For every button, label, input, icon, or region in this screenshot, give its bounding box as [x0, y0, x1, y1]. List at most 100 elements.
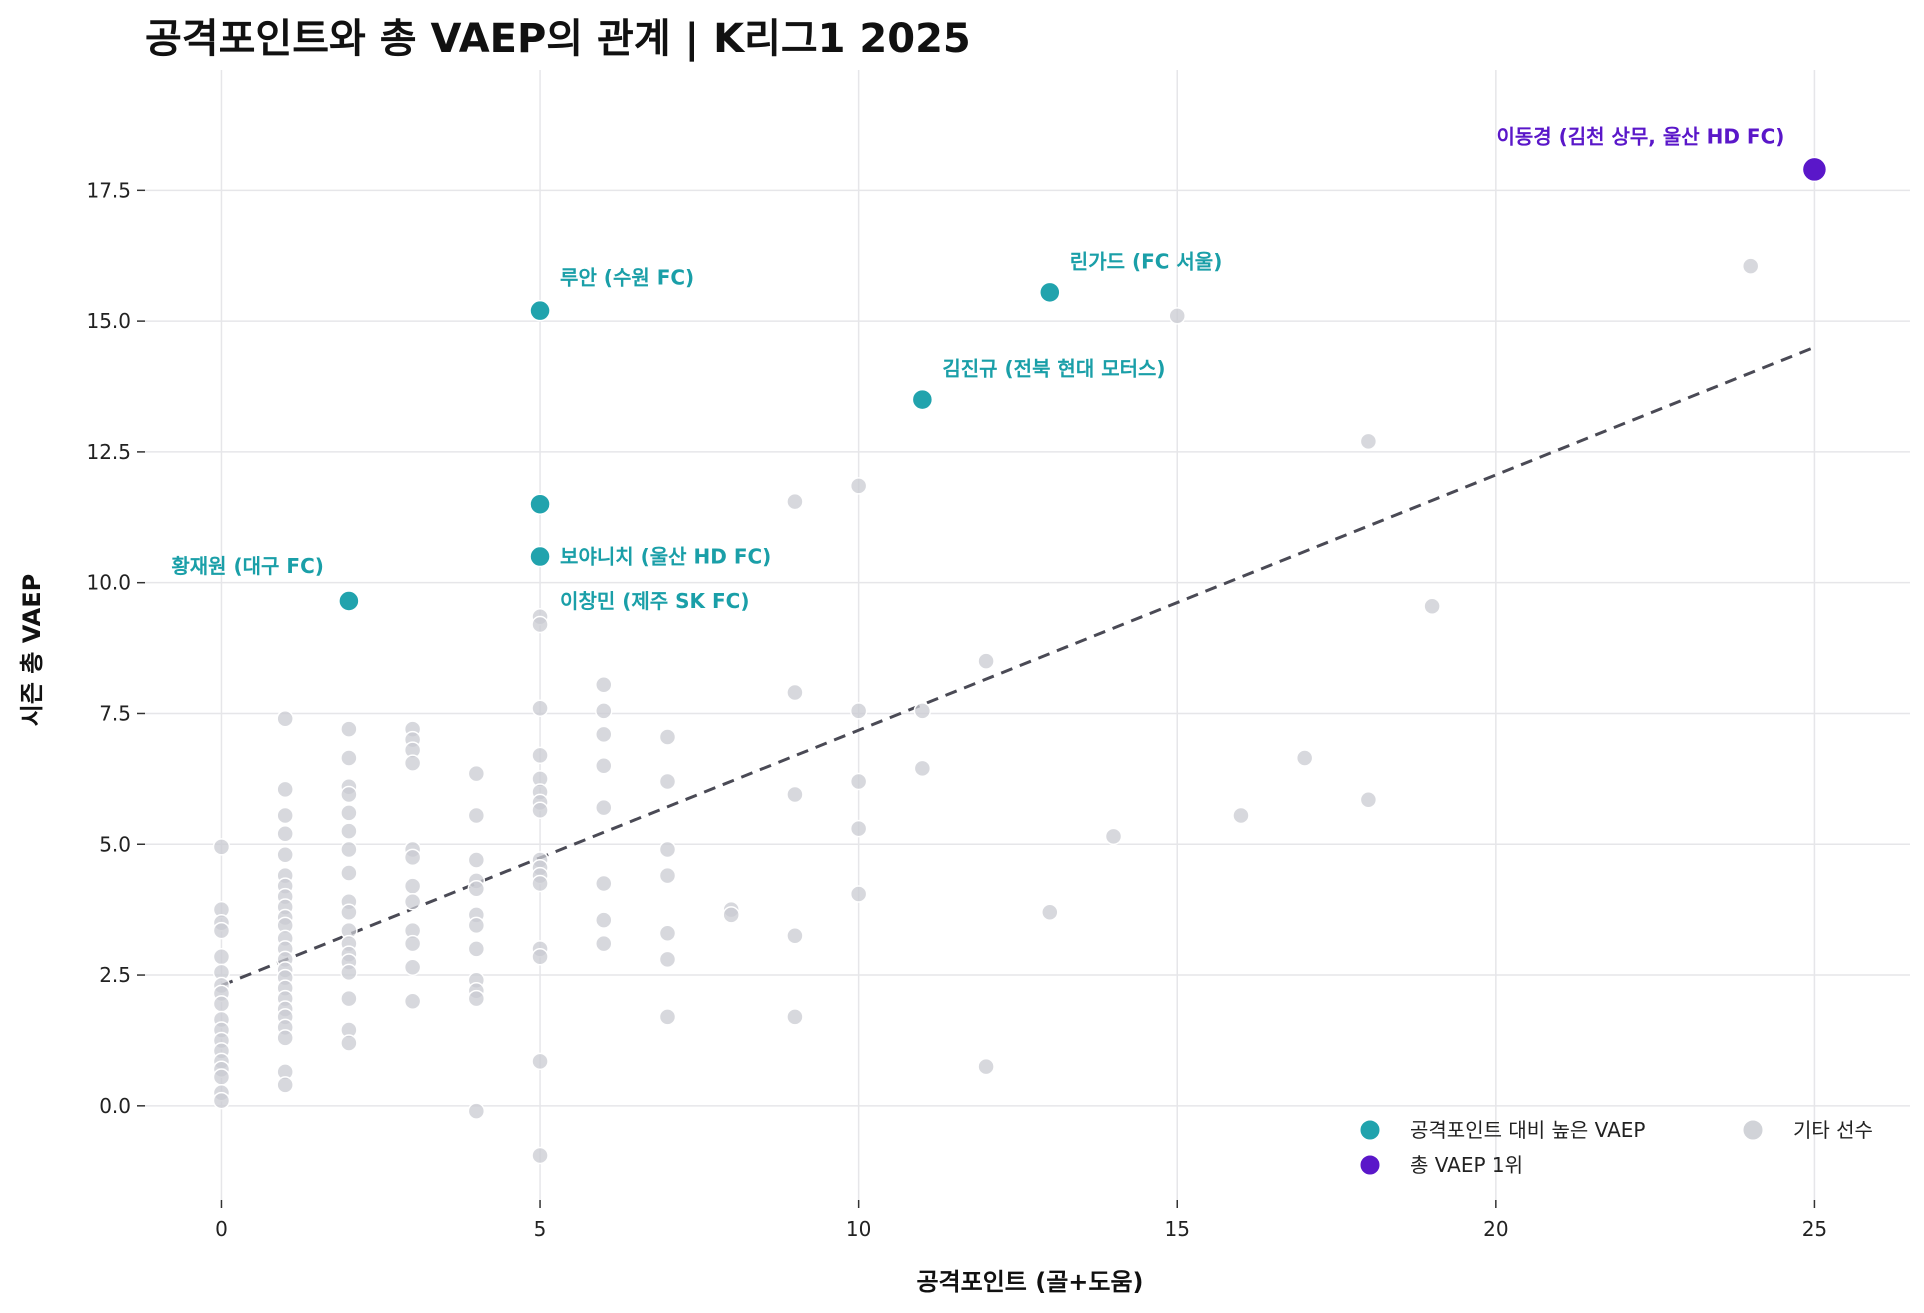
- other-player-point: [595, 725, 613, 744]
- other-player-point: [1104, 827, 1123, 846]
- other-player-point: [467, 916, 486, 935]
- x-tick-label: 5: [534, 1217, 547, 1241]
- grid-lines: [145, 70, 1910, 1200]
- other-player-point: [786, 785, 804, 804]
- other-player-point: [849, 477, 868, 495]
- other-player-point: [276, 825, 294, 843]
- x-axis-label: 공격포인트 (골+도움): [916, 1268, 1143, 1296]
- other-player-point: [595, 934, 613, 953]
- other-player-point: [1359, 791, 1378, 809]
- x-tick-label: 25: [1802, 1217, 1827, 1241]
- other-player-point: [212, 995, 231, 1013]
- other-player-point: [658, 728, 677, 746]
- other-player-point: [340, 785, 358, 804]
- other-player-point: [595, 798, 613, 817]
- other-player-point: [1041, 903, 1059, 922]
- other-player-point: [467, 879, 486, 898]
- other-player-point: [340, 1034, 358, 1052]
- y-tick-label: 15.0: [86, 309, 131, 333]
- y-axis-ticks: 0.0 2.5 5.0 7.5 10.0 12.5 15.0 17.5: [86, 178, 145, 1118]
- other-player-point: [1741, 257, 1760, 275]
- top-vaep-point-label: 이동경 (김천 상무, 울산 HD FC): [1496, 124, 1784, 148]
- other-player-point: [658, 840, 677, 859]
- other-player-point: [786, 1008, 804, 1026]
- point-annotations: 루안 (수원 FC) 린가드 (FC 서울) 김진규 (전북 현대 모터스) 이창민 …: [171, 124, 1784, 613]
- other-player-point: [403, 848, 422, 867]
- other-player-point: [340, 903, 358, 922]
- legend-label: 총 VAEP 1위: [1410, 1153, 1523, 1177]
- y-tick-label: 17.5: [86, 178, 131, 202]
- trend-line: [220, 345, 1815, 987]
- other-player-point: [467, 851, 486, 869]
- other-player-point: [531, 874, 549, 893]
- top-vaep-point: [1801, 156, 1828, 183]
- high-vaep-points: [338, 156, 1828, 612]
- other-player-point: [340, 989, 358, 1008]
- high-vaep-point: [911, 388, 934, 411]
- other-player-point: [531, 615, 549, 634]
- other-player-point: [849, 885, 868, 903]
- other-player-point: [276, 806, 294, 825]
- other-player-point: [340, 822, 358, 840]
- other-player-point: [212, 947, 231, 966]
- high-vaep-point: [1039, 281, 1061, 304]
- legend-marker: [1359, 1119, 1381, 1141]
- legend-label: 공격포인트 대비 높은 VAEP: [1410, 1118, 1645, 1142]
- other-player-point: [531, 947, 549, 966]
- other-player-point: [849, 772, 868, 791]
- y-axis-label: 시즌 총 VAEP: [18, 574, 46, 726]
- other-player-point: [531, 1052, 549, 1071]
- x-tick-label: 20: [1483, 1217, 1508, 1241]
- high-vaep-point: [529, 299, 551, 322]
- y-tick-label: 10.0: [86, 571, 131, 595]
- x-axis-ticks: 0 5 10 15 20 25: [215, 1200, 1827, 1241]
- other-player-point: [276, 845, 294, 864]
- other-player-point: [658, 950, 677, 969]
- chart-title: 공격포인트와 총 VAEP의 관계 | K리그1 2025: [145, 16, 971, 63]
- high-vaep-point-label: 보야니치 (울산 HD FC): [560, 545, 771, 569]
- other-player-point: [786, 927, 804, 945]
- other-player-point: [913, 702, 932, 720]
- other-player-point: [595, 874, 613, 893]
- other-player-point: [531, 699, 549, 717]
- high-vaep-point: [338, 590, 360, 612]
- legend-marker: [1742, 1119, 1764, 1141]
- high-vaep-point-label: 이창민 (제주 SK FC): [560, 589, 749, 613]
- legend: 공격포인트 대비 높은 VAEP 총 VAEP 1위 기타 선수: [1359, 1118, 1873, 1177]
- other-player-point: [658, 866, 677, 885]
- other-player-point: [403, 958, 422, 976]
- y-tick-label: 7.5: [99, 701, 131, 725]
- other-player-point: [849, 819, 868, 838]
- other-player-point: [403, 992, 422, 1010]
- x-tick-label: 0: [215, 1217, 228, 1241]
- other-player-point: [531, 1146, 549, 1165]
- x-tick-label: 15: [1165, 1217, 1190, 1241]
- other-player-point: [403, 893, 422, 911]
- other-player-point: [340, 749, 358, 767]
- other-player-point: [276, 709, 294, 728]
- other-player-point: [276, 1076, 294, 1094]
- other-player-point: [595, 675, 613, 694]
- legend-marker: [1359, 1154, 1381, 1176]
- other-player-point: [1423, 597, 1441, 615]
- high-vaep-point: [529, 545, 551, 568]
- other-player-point: [212, 1091, 231, 1110]
- high-vaep-point-label: 황재원 (대구 FC): [171, 554, 324, 578]
- other-player-point: [340, 840, 358, 859]
- other-player-point: [595, 911, 613, 929]
- other-player-point: [595, 757, 613, 775]
- other-player-point: [467, 806, 486, 825]
- y-tick-label: 5.0: [99, 832, 131, 856]
- other-player-point: [531, 746, 549, 765]
- other-player-point: [658, 1008, 677, 1026]
- other-player-point: [340, 864, 358, 882]
- other-player-point: [467, 940, 486, 958]
- other-player-point: [467, 764, 486, 783]
- other-player-point: [913, 759, 932, 778]
- other-player-point: [340, 804, 358, 822]
- other-player-point: [212, 838, 231, 856]
- other-player-point: [1359, 432, 1378, 451]
- other-player-point: [403, 877, 422, 895]
- high-vaep-point: [529, 493, 551, 515]
